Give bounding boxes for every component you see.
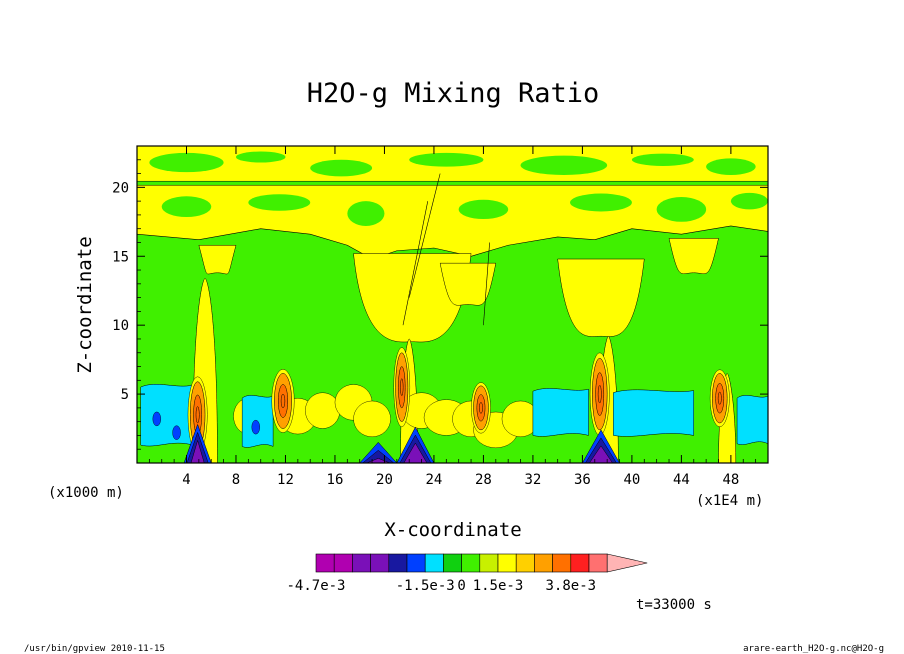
cyan-pool-3 xyxy=(613,389,695,437)
x-tick-label-32: 32 xyxy=(524,472,541,488)
yellow-intrusion-3 xyxy=(198,244,237,275)
x-tick-label-16: 16 xyxy=(327,472,344,488)
upper-green-patch-12 xyxy=(656,196,707,222)
x-axis: 4 8 12 16 20 24 28 32 36 40 44 48 xyxy=(148,146,769,488)
base-navy-1 xyxy=(362,450,395,463)
chart-title: H2O-g Mixing Ratio xyxy=(307,78,600,109)
colorbar-bin-8 xyxy=(461,553,481,573)
colorbar-label-0: -4.7e-3 xyxy=(286,578,345,594)
colorbar-label-1: -1.5e-3 xyxy=(396,578,455,594)
core-ring-1 xyxy=(280,393,286,409)
upper-green-patch-6 xyxy=(706,158,756,175)
core-ring-5 xyxy=(717,391,722,405)
colorbar-bin-1 xyxy=(333,553,353,573)
y-axis-label: Z-coordinate xyxy=(74,236,96,373)
colorbar-bin-4 xyxy=(388,553,408,573)
plot-area xyxy=(137,146,768,463)
upper-green-patch-7 xyxy=(161,196,212,217)
blue-spot-0 xyxy=(152,411,161,427)
y-tick-label-15: 15 xyxy=(112,249,129,265)
colorbar-label-2: 0 xyxy=(457,578,465,594)
yellow-speck-1 xyxy=(305,392,341,429)
upper-green-patch-3 xyxy=(409,152,484,167)
yellow-intrusion-4 xyxy=(668,238,719,274)
contour-streak-2 xyxy=(483,242,490,326)
upper-green-patch-0 xyxy=(149,152,224,173)
upper-green-patch-13 xyxy=(730,192,768,210)
x-tick-label-12: 12 xyxy=(277,472,294,488)
colorbar-bin-14 xyxy=(570,553,590,573)
x-tick-label-40: 40 xyxy=(623,472,640,488)
upper-green-patch-5 xyxy=(631,153,694,166)
upper-green-patch-11 xyxy=(570,193,632,212)
x-tick-label-4: 4 xyxy=(182,472,190,488)
footer-left: /usr/bin/gpview 2010-11-15 xyxy=(24,644,165,654)
y-tick-label-5: 5 xyxy=(121,387,129,403)
x-tick-label-48: 48 xyxy=(722,472,739,488)
upper-green-patch-1 xyxy=(235,151,286,163)
x-tick-label-20: 20 xyxy=(376,472,393,488)
core-dark-1 xyxy=(277,384,289,418)
core-dark-3 xyxy=(476,394,486,422)
x-tick-label-8: 8 xyxy=(232,472,240,488)
yellow-intrusion-2 xyxy=(557,258,645,337)
contour-streak-0 xyxy=(402,201,429,326)
base-purple-0 xyxy=(190,439,205,463)
yellow-intrusion-1 xyxy=(439,262,497,306)
y-tick-label-10: 10 xyxy=(112,318,129,334)
y-axis: 5 10 15 20 xyxy=(112,159,768,450)
colorbar: -4.7e-3 -1.5e-3 0 1.5e-3 3.8e-3 xyxy=(286,553,648,594)
colorbar-bin-5 xyxy=(406,553,426,573)
x-tick-label-36: 36 xyxy=(574,472,591,488)
base-purple-2 xyxy=(403,442,428,463)
stratos-contours xyxy=(137,180,768,186)
colorbar-bin-15 xyxy=(588,553,608,573)
colorbar-label-3: 1.5e-3 xyxy=(473,578,524,594)
core-ring-3 xyxy=(479,402,483,414)
colorbar-bin-11 xyxy=(515,553,535,573)
x-tick-label-44: 44 xyxy=(673,472,690,488)
core-ring-0 xyxy=(195,406,200,424)
colorbar-bin-7 xyxy=(443,553,462,573)
time-label: t=33000 s xyxy=(636,597,712,613)
upper-green-patch-9 xyxy=(347,201,385,226)
x-tick-label-24: 24 xyxy=(426,472,443,488)
colorbar-arrow xyxy=(606,553,648,573)
cyan-pool-4 xyxy=(736,395,768,445)
colorbar-bin-9 xyxy=(479,553,499,573)
colorbar-bin-12 xyxy=(534,553,553,573)
x-axis-label: X-coordinate xyxy=(384,519,521,541)
core-ring-2 xyxy=(400,378,404,397)
upper-green-patch-2 xyxy=(310,159,373,177)
colorbar-bin-0 xyxy=(315,553,335,573)
core-dark-4 xyxy=(595,372,605,416)
contour-streak-1 xyxy=(408,173,441,298)
colorbar-bin-3 xyxy=(370,553,390,573)
blue-spot-1 xyxy=(172,425,181,440)
core-ring-4 xyxy=(597,384,602,404)
plot-frame xyxy=(136,145,769,464)
colorbar-bin-13 xyxy=(552,553,572,573)
y-tick-label-20: 20 xyxy=(112,180,129,196)
colorbar-bin-10 xyxy=(497,553,517,573)
x-unit-right: (x1E4 m) xyxy=(696,493,763,509)
footer-right: arare-earth_H2O-g.nc@H2O-g xyxy=(743,644,884,654)
cyan-pool-2 xyxy=(532,388,589,437)
yellow-speck-3 xyxy=(353,400,391,438)
cyan-pool-0 xyxy=(140,384,193,447)
core-dark-5 xyxy=(715,383,725,414)
upper-green-patch-4 xyxy=(520,155,608,175)
colorbar-bin-6 xyxy=(424,553,444,573)
blue-spot-2 xyxy=(251,419,260,435)
upper-green-patch-10 xyxy=(458,199,509,220)
core-dark-2 xyxy=(398,366,406,409)
x-unit-left: (x1000 m) xyxy=(48,485,124,501)
x-tick-label-28: 28 xyxy=(475,472,492,488)
base-purple-3 xyxy=(589,445,613,463)
upper-green-patch-8 xyxy=(248,194,311,211)
colorbar-label-4: 3.8e-3 xyxy=(546,578,597,594)
colorbar-bin-2 xyxy=(352,553,371,573)
yellow-intrusion-0 xyxy=(353,253,472,343)
